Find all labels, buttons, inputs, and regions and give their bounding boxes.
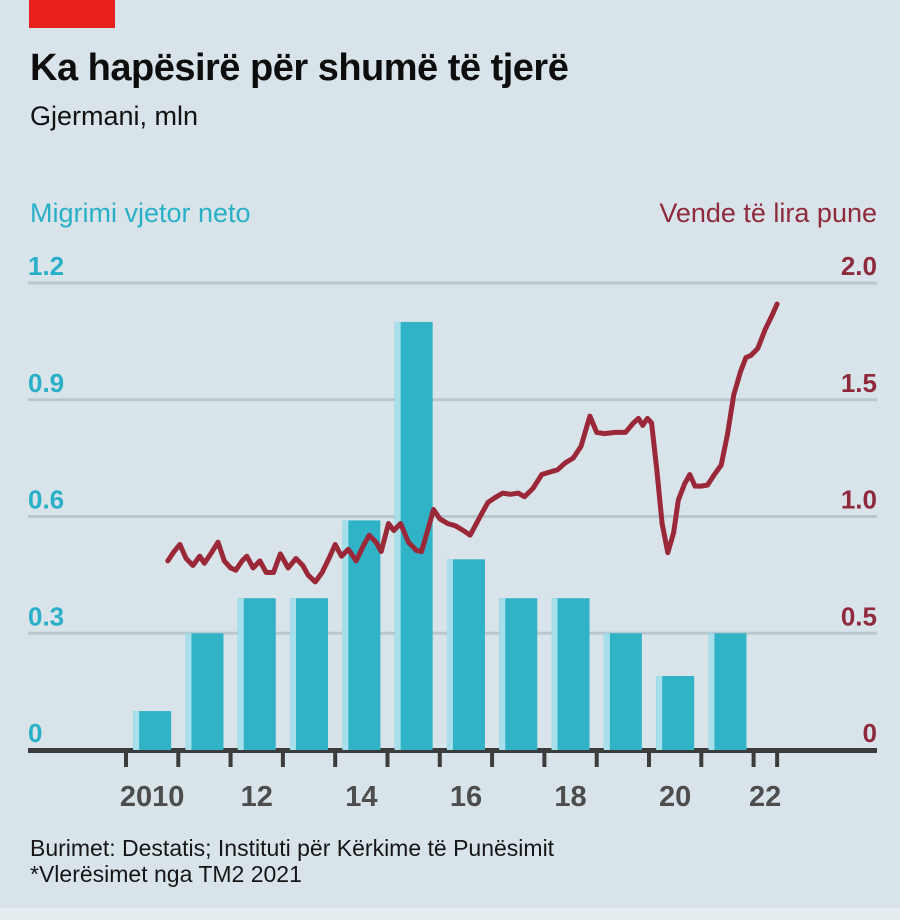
right-axis-tick-label: 1.0 [841,485,877,515]
bar-highlight-2010 [133,711,140,750]
source-line: Burimet: Destatis; Instituti për Kërkime… [30,835,555,861]
bar-2012 [237,598,276,750]
right-axis-tick-label: 2.0 [841,251,877,281]
x-tick-label: 20 [659,781,691,813]
x-axis-baseline [28,748,877,753]
left-axis-tick-label: 0.3 [28,601,64,631]
bar-2018 [551,598,590,750]
x-tick-label: 12 [241,781,273,813]
bar-highlight-2017 [499,598,506,750]
bar-highlight-2021 [708,633,715,750]
bar-2011 [185,633,224,750]
chart-subtitle: Gjermani, mln [30,101,199,131]
right-axis-tick-label: 1.5 [841,368,877,398]
bottom-strip [0,908,900,920]
x-tick-label: 18 [554,781,586,813]
right-axis-tick-label: 0.5 [841,601,877,631]
x-tick-label: 14 [345,781,377,813]
left-axis-tick-label: 0.6 [28,485,64,515]
bar-highlight-2014 [342,520,349,750]
bar-2010 [133,711,172,750]
bar-2013 [290,598,329,750]
x-tick-label: 2010 [120,781,185,813]
bar-highlight-2011 [185,633,192,750]
left-axis-tick-label: 0 [28,718,42,748]
bar-2019 [603,633,642,750]
red-tag [29,0,115,28]
footnote-line: *Vlerësimet nga TM2 2021 [30,861,302,887]
bar-highlight-2019 [603,633,610,750]
bar-highlight-2015 [394,321,401,750]
bar-2020 [656,676,695,750]
chart-footer: Burimet: Destatis; Instituti për Kërkime… [30,835,554,887]
bar-highlight-2012 [237,598,244,750]
bar-2021 [708,633,747,750]
legend-job-vacancies: Vende të lira pune [659,198,877,228]
bar-2014 [342,520,381,750]
left-axis-tick-label: 0.9 [28,368,64,398]
x-tick-label: 16 [450,781,482,813]
bar-highlight-2020 [656,676,663,750]
bar-2017 [499,598,538,750]
bar-2016 [446,559,485,750]
bar-highlight-2013 [290,598,297,750]
vacancies-line [165,301,780,585]
left-axis-tick-label: 1.2 [28,251,64,281]
x-tick-label: 22 [749,781,781,813]
bar-highlight-2016 [446,559,453,750]
legend-net-migration: Migrimi vjetor neto [30,198,251,228]
bar-highlight-2018 [551,598,558,750]
right-axis-tick-label: 0 [863,718,877,748]
chart-title: Ka hapësirë për shumë të tjerë [30,47,569,89]
